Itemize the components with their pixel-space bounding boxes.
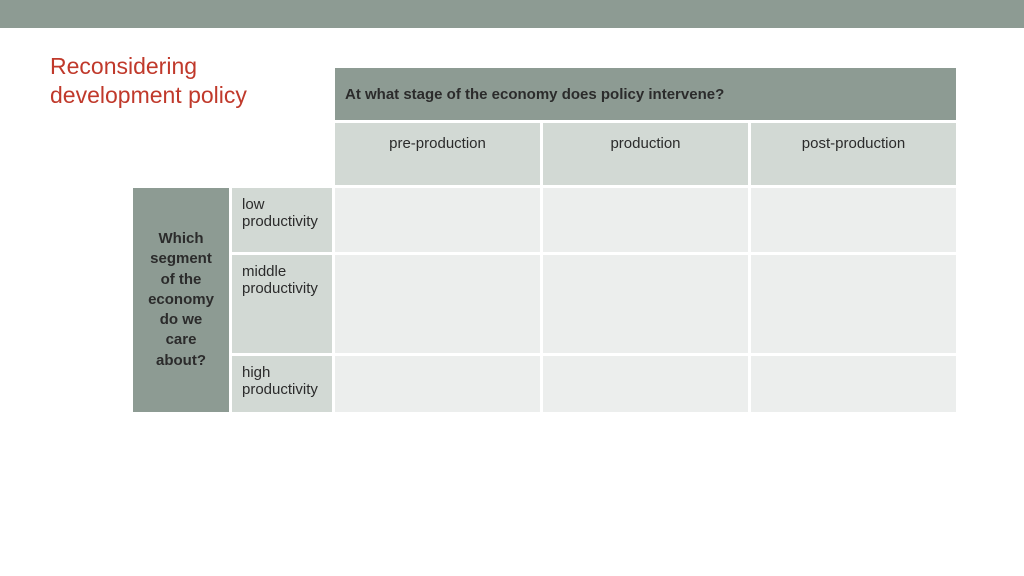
- row-header-0: low productivity: [232, 188, 332, 252]
- cell-2-2: [751, 356, 956, 412]
- cell-0-0: [335, 188, 540, 252]
- col-header-1: production: [543, 123, 748, 185]
- cell-0-2: [751, 188, 956, 252]
- row-header-1: middle productivity: [232, 255, 332, 353]
- spacer: [133, 68, 229, 120]
- row-header-2: high productivity: [232, 356, 332, 412]
- cell-1-0: [335, 255, 540, 353]
- cell-1-1: [543, 255, 748, 353]
- column-banner: At what stage of the economy does policy…: [335, 68, 956, 120]
- spacer: [232, 123, 332, 185]
- top-bar: [0, 0, 1024, 28]
- cell-1-2: [751, 255, 956, 353]
- row-banner: Which segment of the economy do we care …: [133, 188, 229, 412]
- col-header-2: post-production: [751, 123, 956, 185]
- cell-2-0: [335, 356, 540, 412]
- cell-2-1: [543, 356, 748, 412]
- spacer: [133, 123, 229, 185]
- spacer: [232, 68, 332, 120]
- col-header-0: pre-production: [335, 123, 540, 185]
- cell-0-1: [543, 188, 748, 252]
- policy-matrix: At what stage of the economy does policy…: [130, 65, 959, 415]
